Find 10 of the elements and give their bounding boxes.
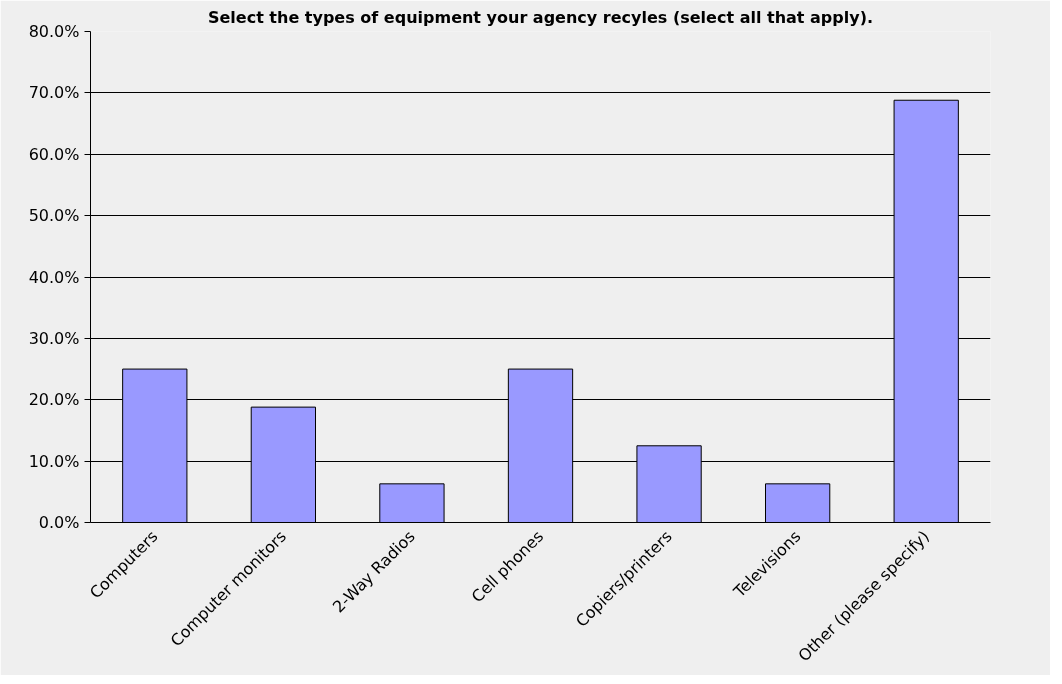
y-tick-label: 80.0% bbox=[28, 22, 80, 41]
y-tick-label: 0.0% bbox=[38, 513, 80, 532]
y-tick-label: 60.0% bbox=[28, 144, 80, 164]
y-tick-label: 70.0% bbox=[28, 83, 80, 103]
y-tick-label: 40.0% bbox=[28, 267, 80, 287]
y-tick-label: 50.0% bbox=[28, 206, 80, 226]
y-tick-label: 10.0% bbox=[28, 451, 80, 471]
chart-title: Select the types of equipment your agency recyles (select all that apply). bbox=[207, 7, 874, 27]
y-tick-label: 30.0% bbox=[28, 328, 80, 348]
y-tick-label: 20.0% bbox=[28, 390, 80, 410]
